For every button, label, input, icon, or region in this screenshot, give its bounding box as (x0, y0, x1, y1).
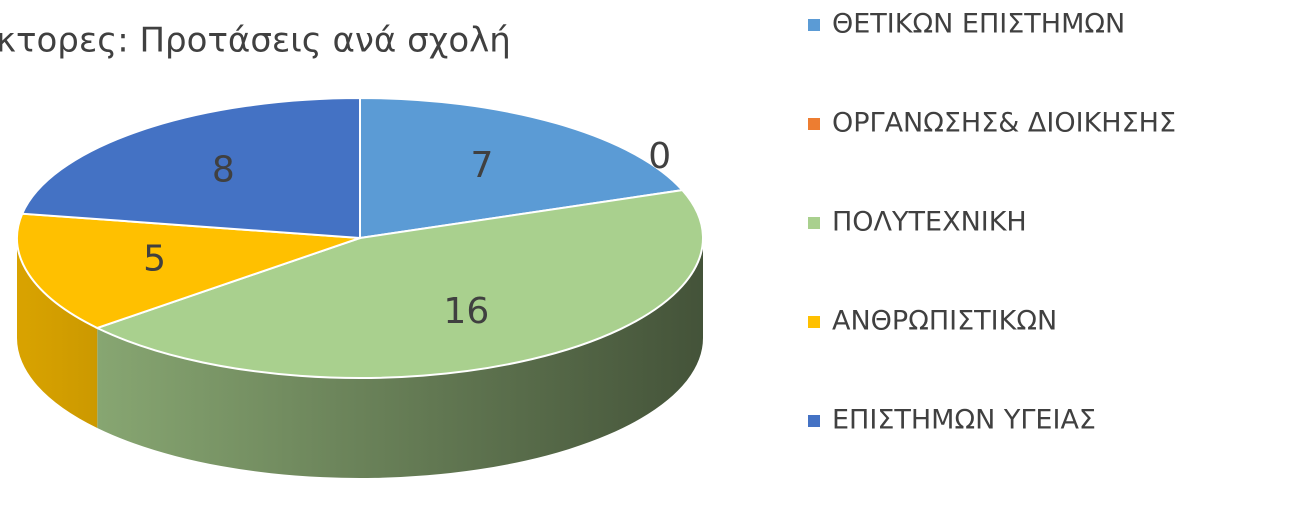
legend-swatch (808, 19, 820, 31)
data-label: 8 (212, 150, 235, 191)
pie-side (97, 238, 703, 478)
data-label: 0 (648, 136, 671, 177)
pie-slice (359, 96, 685, 240)
legend-label: ΘΕΤΙΚΩΝ ΕΠΙΣΤΗΜΩΝ (832, 9, 1125, 40)
legend-swatch (808, 118, 820, 130)
chart-title: κτορες: Προτάσεις ανά σχολή (0, 21, 511, 61)
pie-slice (16, 212, 361, 330)
legend-swatch (808, 217, 820, 229)
legend-swatch (808, 316, 820, 328)
legend-label: ΑΝΘΡΩΠΙΣΤΙΚΩΝ (832, 306, 1057, 337)
legend-label: ΠΟΛΥΤΕΧΝΙΚΗ (832, 207, 1027, 238)
data-label: 7 (471, 145, 494, 186)
data-label: 16 (443, 291, 489, 332)
legend-swatch (808, 415, 820, 427)
data-label: 5 (143, 238, 166, 279)
pie-slice (20, 96, 361, 240)
legend-label: ΕΠΙΣΤΗΜΩΝ ΥΓΕΙΑΣ (832, 405, 1096, 436)
legend-label: ΟΡΓΑΝΩΣΗΣ& ΔΙΟΙΚΗΣΗΣ (832, 108, 1176, 139)
pie-slice (94, 189, 704, 379)
